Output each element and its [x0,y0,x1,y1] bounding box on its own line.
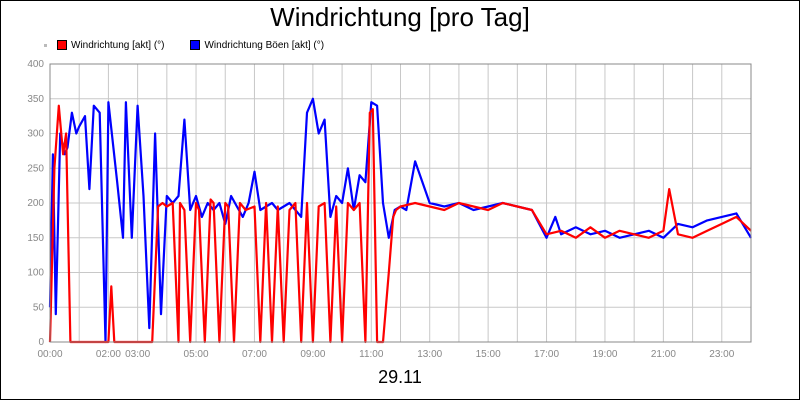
series-layer [48,97,752,344]
x-tick-label: 07:00 [242,349,267,360]
legend-swatch-boeen [190,40,201,50]
plot-border [49,63,752,343]
legend-label-akt: Windrichtung [akt] (°) [71,39,165,51]
y-axis-ticks: 0 50 100 150 200 250 300 350 400 [27,59,44,348]
x-tick-label: 19:00 [592,349,617,360]
y-tick-label: 250 [27,163,44,174]
x-tick-label: 13:00 [417,349,442,360]
y-tick-label: 300 [27,129,44,140]
x-tick-label: 21:00 [651,349,676,360]
y-tick-label: 100 [27,268,44,279]
x-tick-label: 09:00 [300,349,325,360]
series-line-boeen [48,97,752,344]
chart-title: Windrichtung [pro Tag] [270,2,530,32]
x-tick-label: 23:00 [709,349,734,360]
legend-swatch-akt [57,40,67,50]
legend-marker-dot [44,43,47,47]
x-tick-label: 11:00 [359,349,384,360]
y-tick-label: 200 [27,198,44,209]
y-tick-label: 400 [27,59,44,70]
y-tick-label: 0 [38,337,44,348]
y-tick-label: 350 [27,94,44,105]
y-tick-label: 50 [33,302,45,313]
legend-label-boeen: Windrichtung Böen [akt] (°) [204,39,325,51]
x-axis-label: 29.11 [378,367,422,387]
x-tick-label: 15:00 [476,349,501,360]
x-tick-label: 03:00 [125,349,150,360]
y-tick-label: 150 [27,233,44,244]
x-tick-label: 17:00 [534,349,559,360]
series-line-akt [48,104,752,344]
x-axis-ticks: 00:00 02:00 03:00 05:00 07:00 09:00 11:00 13:00… [37,349,734,360]
legend-item-akt: Windrichtung [akt] (°) [57,40,164,51]
legend: Windrichtung [akt] (°) Windrichtung Böen… [44,38,350,52]
legend-item-boeen: Windrichtung Böen [akt] (°) [190,40,324,51]
x-tick-label: 02:00 [96,349,121,360]
x-tick-label: 05:00 [184,349,209,360]
x-tick-label: 00:00 [37,349,62,360]
